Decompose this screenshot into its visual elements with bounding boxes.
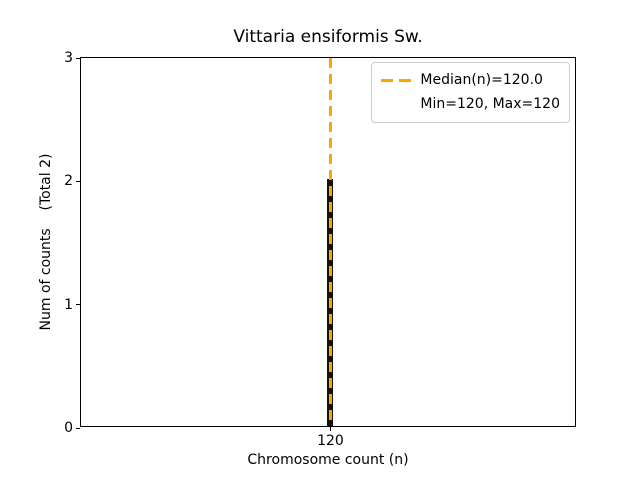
legend-label-median: Median(n)=120.0 [420,72,543,88]
x-tick-mark [330,427,332,431]
legend-box: Median(n)=120.0 Min=120, Max=120 [371,62,570,123]
x-axis-label: Chromosome count (n) [247,452,409,468]
median-line [328,58,332,426]
y-tick-label: 2 [64,173,73,190]
y-tick-label: 0 [64,420,73,436]
legend-marker-spacer [381,103,411,106]
y-tick-label: 1 [64,296,73,313]
y-tick-mark [76,180,80,182]
y-tick-label: 3 [64,50,73,66]
x-tick-label: 120 [317,433,344,449]
median-dashed-line-icon [381,78,412,82]
legend-row-median: Median(n)=120.0 [381,68,560,92]
chart-title: Vittaria ensiformis Sw. [233,27,423,47]
legend-label-minmax: Min=120, Max=120 [420,96,560,112]
legend-row-minmax: Min=120, Max=120 [381,92,560,116]
y-tick-mark [76,427,80,429]
y-axis-label: Num of counts (Total 2) [38,153,54,331]
y-tick-mark [76,57,80,59]
y-tick-mark [76,304,80,306]
plot-area: Median(n)=120.0 Min=120, Max=120 0 1 2 3 120 [64,51,576,449]
